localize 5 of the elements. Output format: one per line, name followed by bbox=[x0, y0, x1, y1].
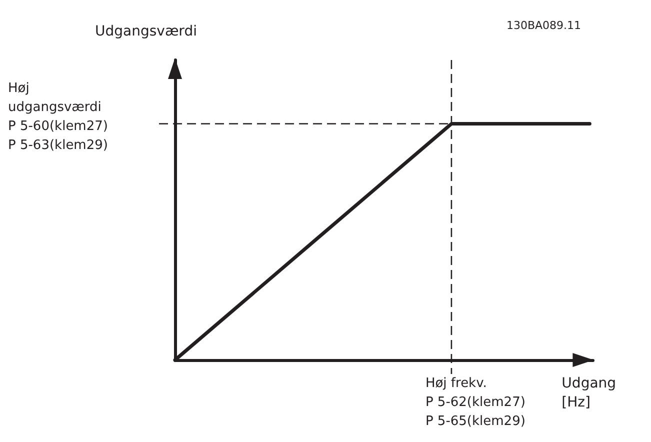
text: Udgangsværdi bbox=[95, 24, 197, 40]
text: Høj frekv. P 5-62(klem27) P 5-65(klem29) bbox=[425, 376, 526, 429]
x-axis-title: Udgang [Hz] bbox=[562, 376, 616, 410]
text: Høj udgangsværdi P 5-60(klem27) P 5-63(klem29) bbox=[8, 80, 108, 153]
text: 130BA089.11 bbox=[506, 19, 582, 32]
